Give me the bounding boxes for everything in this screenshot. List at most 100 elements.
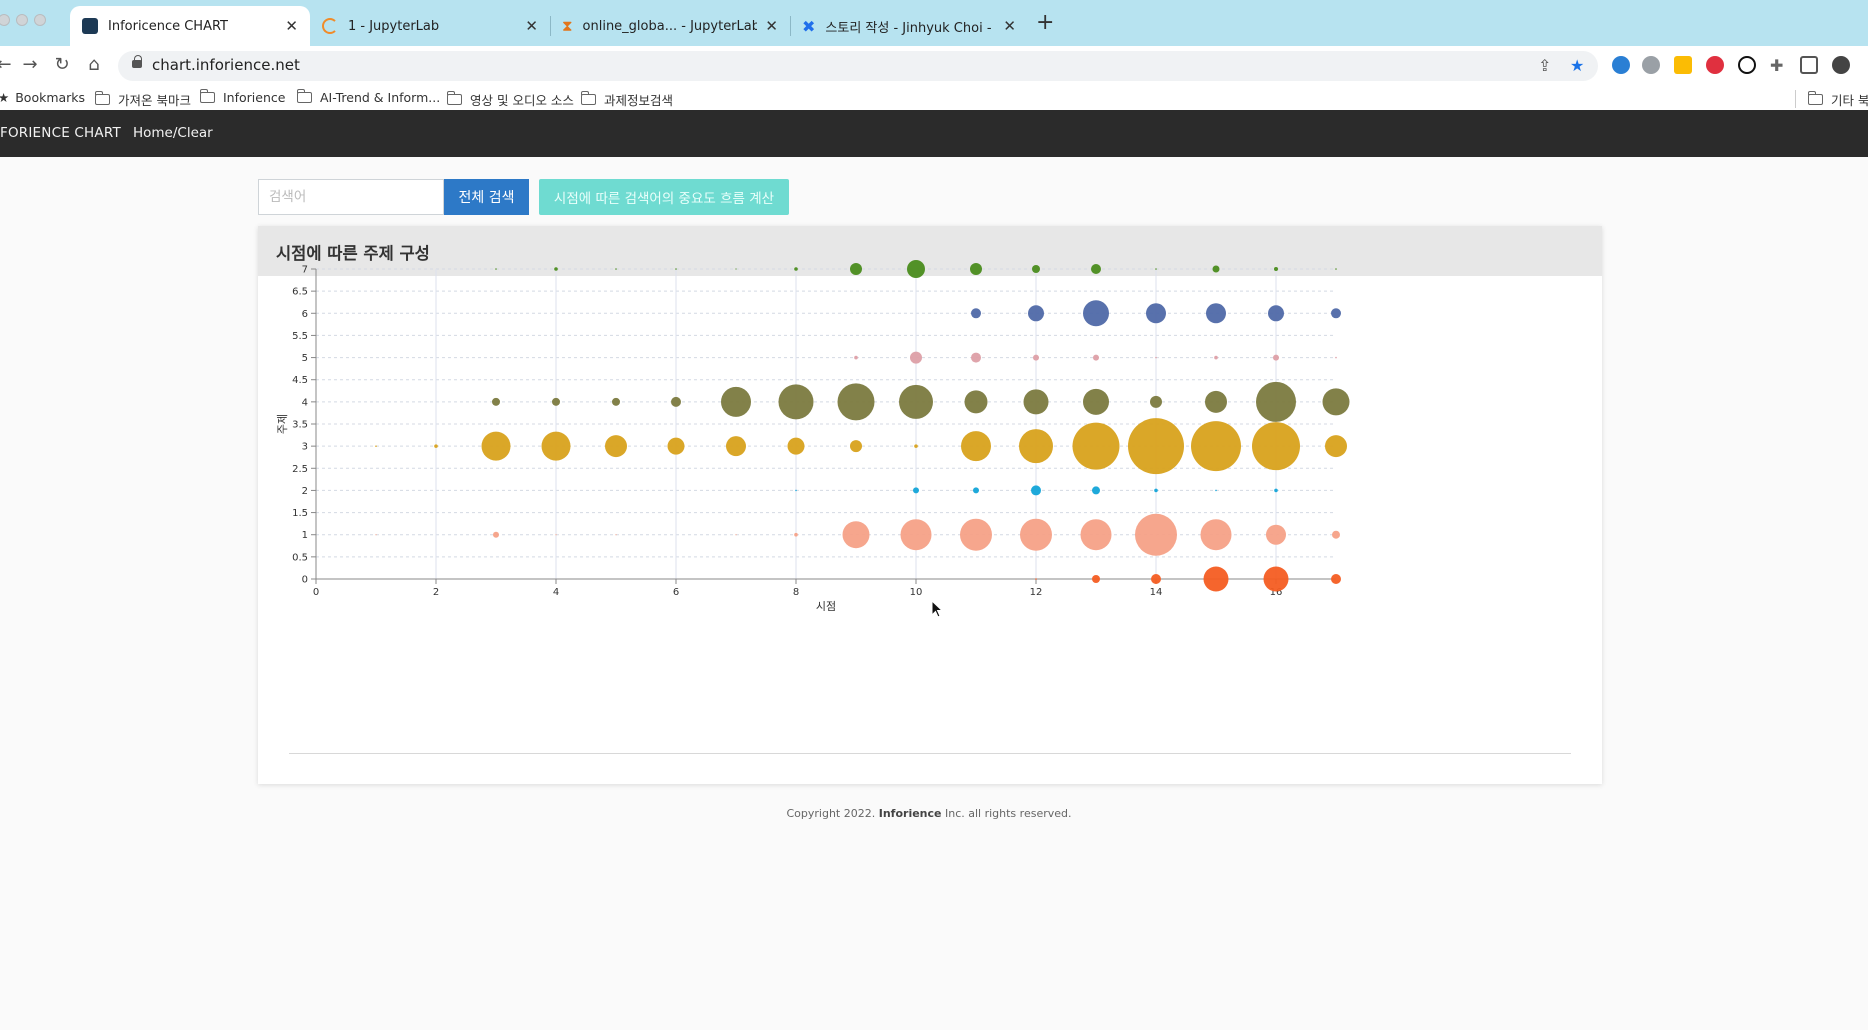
tab-jupyterlab-2[interactable]: ⧗ online_globa... - JupyterLab ✕ bbox=[550, 6, 790, 46]
bubble-point bbox=[1154, 488, 1158, 493]
bookmark-project-search[interactable]: 과제정보검색 bbox=[580, 90, 673, 109]
tab-confluence-story[interactable]: ✖ 스토리 작성 - Jinhyuk Choi - Con ✕ bbox=[790, 6, 1028, 46]
y-tick-label: 5 bbox=[302, 353, 308, 364]
x-axis-title: 시점 bbox=[816, 600, 836, 613]
tab-separator bbox=[790, 16, 791, 36]
bubble-point bbox=[795, 489, 797, 492]
bubble-point bbox=[794, 267, 798, 271]
tab-inforience-chart[interactable]: Inforicence CHART ✕ bbox=[70, 6, 310, 46]
bubble-point bbox=[964, 390, 988, 414]
bookmarks-menu[interactable]: ★ Bookmarks bbox=[0, 90, 85, 105]
browser-toolbar: ← → ↻ ⌂ chart.inforience.net ⇪ ★ ✚ bbox=[0, 46, 1868, 86]
bubble-point bbox=[1203, 566, 1229, 592]
home-clear-link[interactable]: Home/Clear bbox=[133, 125, 213, 141]
forward-icon[interactable]: → bbox=[22, 54, 38, 75]
extension-globe-icon[interactable] bbox=[1612, 56, 1630, 74]
folder-icon bbox=[1807, 91, 1823, 105]
y-tick-label: 6 bbox=[302, 309, 308, 320]
footer-rights: Inc. all rights reserved. bbox=[944, 807, 1072, 820]
bubble-point bbox=[1155, 356, 1157, 359]
x-tick-label: 6 bbox=[673, 587, 679, 598]
footer-brand: Inforience bbox=[878, 807, 942, 820]
bookmark-label: Inforience bbox=[223, 90, 286, 105]
bookmark-label: 기타 북마 bbox=[1831, 93, 1868, 108]
bubble-point bbox=[914, 444, 918, 448]
bubble-point bbox=[1200, 519, 1232, 551]
bubble-chart: 0 0.5 1 1.5 2 2.5 3 3.5 4 4.5 5 5.5 6 6.5 7 0 2 4 6 8 10 12 14… bbox=[276, 260, 1350, 613]
bubble-point bbox=[794, 532, 798, 537]
bookmarks-bar: ★ Bookmarks 가져온 북마크 Inforience AI-Trend &… bbox=[0, 86, 1868, 112]
window-zoom-dot[interactable] bbox=[34, 14, 46, 26]
bubble-point bbox=[1215, 489, 1217, 492]
x-tick-label: 16 bbox=[1270, 587, 1283, 598]
bookmark-ai-trend[interactable]: AI-Trend & Inform... bbox=[296, 89, 440, 105]
bubble-point bbox=[726, 436, 746, 457]
home-icon[interactable]: ⌂ bbox=[88, 54, 100, 75]
window-close-dot[interactable] bbox=[0, 14, 10, 26]
bubble-point bbox=[554, 267, 558, 271]
tab-jupyterlab-1[interactable]: 1 - JupyterLab ✕ bbox=[310, 6, 550, 46]
bubble-point bbox=[1083, 300, 1109, 327]
adblock-icon[interactable] bbox=[1706, 56, 1724, 74]
block-icon[interactable] bbox=[1738, 56, 1756, 74]
tab-title: 1 - JupyterLab bbox=[348, 18, 440, 34]
y-tick-label: 7 bbox=[302, 265, 308, 276]
bubble-point bbox=[778, 384, 814, 420]
share-icon[interactable]: ⇪ bbox=[1538, 56, 1552, 75]
brand-logo-text[interactable]: FORIENCE CHART bbox=[0, 125, 121, 141]
bubble-point bbox=[960, 518, 992, 551]
side-panel-icon[interactable] bbox=[1800, 56, 1818, 74]
y-tick-label: 1 bbox=[302, 530, 308, 541]
bubble-point bbox=[1263, 566, 1289, 592]
bubble-point bbox=[1031, 485, 1041, 496]
x-tick-label: 0 bbox=[313, 587, 319, 598]
bubble-point bbox=[1256, 381, 1296, 422]
bubble-point bbox=[1028, 305, 1044, 322]
bubble-point bbox=[492, 397, 500, 406]
y-tick-label: 5.5 bbox=[292, 331, 308, 342]
google-drive-icon[interactable] bbox=[1674, 56, 1692, 74]
compute-flow-button[interactable]: 시점에 따른 검색어의 중요도 흐름 계산 bbox=[539, 179, 789, 215]
y-tick-label: 1.5 bbox=[292, 508, 308, 519]
bubble-point bbox=[735, 268, 737, 270]
back-icon[interactable]: ← bbox=[0, 54, 12, 75]
bubble-point bbox=[1325, 435, 1347, 458]
reload-icon[interactable]: ↻ bbox=[54, 54, 70, 75]
bubble-point bbox=[971, 352, 981, 363]
extension-shield-icon[interactable] bbox=[1642, 56, 1660, 74]
new-tab-button[interactable]: + bbox=[1036, 10, 1055, 35]
bubble-point bbox=[1032, 265, 1040, 273]
bubble-point bbox=[907, 260, 925, 278]
card-header: 시점에 따른 주제 구성 bbox=[258, 226, 1602, 276]
bubble-point bbox=[1083, 388, 1109, 415]
close-icon[interactable]: ✕ bbox=[1003, 17, 1016, 35]
folder-icon bbox=[94, 91, 110, 105]
search-input[interactable] bbox=[258, 179, 444, 215]
bookmark-imported[interactable]: 가져온 북마크 bbox=[94, 90, 191, 109]
bookmark-star-icon[interactable]: ★ bbox=[1570, 56, 1585, 75]
bubble-point bbox=[541, 431, 571, 461]
bubble-point bbox=[1072, 422, 1120, 470]
bookmark-media-sources[interactable]: 영상 및 오디오 소스 bbox=[446, 90, 574, 109]
chart-favicon-icon bbox=[82, 18, 98, 34]
close-icon[interactable]: ✕ bbox=[285, 17, 298, 35]
bubble-point bbox=[1150, 395, 1162, 408]
tab-title: 스토리 작성 - Jinhyuk Choi - Con bbox=[825, 20, 995, 36]
bubble-point bbox=[1135, 513, 1177, 556]
bubble-point bbox=[1212, 265, 1220, 273]
bubble-point bbox=[481, 431, 511, 461]
bookmark-other[interactable]: 기타 북마 bbox=[1807, 90, 1868, 109]
y-tick-label: 4 bbox=[302, 397, 308, 408]
folder-icon bbox=[199, 89, 215, 103]
extensions-puzzle-icon[interactable]: ✚ bbox=[1770, 56, 1784, 75]
search-all-button[interactable]: 전체 검색 bbox=[444, 179, 529, 215]
bubble-point bbox=[434, 444, 438, 448]
window-minimize-dot[interactable] bbox=[16, 14, 28, 26]
profile-avatar[interactable] bbox=[1832, 56, 1850, 74]
address-bar[interactable]: chart.inforience.net ⇪ ★ bbox=[118, 51, 1598, 81]
close-icon[interactable]: ✕ bbox=[525, 17, 538, 35]
bubble-point bbox=[615, 268, 617, 270]
y-tick-label: 2 bbox=[302, 486, 308, 497]
bookmark-inforience[interactable]: Inforience bbox=[199, 89, 286, 105]
close-icon[interactable]: ✕ bbox=[765, 17, 778, 35]
